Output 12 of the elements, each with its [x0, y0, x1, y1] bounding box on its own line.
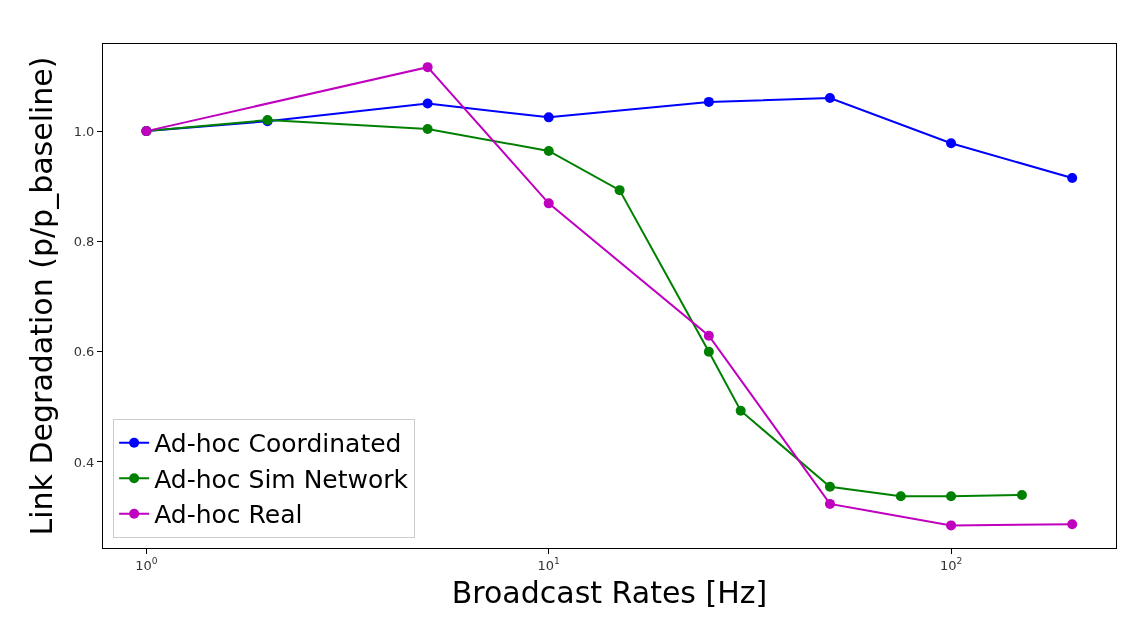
- y-tick-label: 1.0: [73, 123, 95, 139]
- y-axis-title: Link Degradation (p/p_baseline): [23, 56, 59, 536]
- y-tick-label: 0.4: [73, 454, 95, 470]
- legend-label: Ad-hoc Sim Network: [154, 464, 409, 494]
- legend-label: Ad-hoc Coordinated: [154, 429, 402, 459]
- x-axis-title: Broadcast Rates [Hz]: [451, 575, 768, 611]
- y-tick-label: 0.8: [73, 233, 95, 249]
- x-tick-label: 10$^{0}$: [135, 556, 158, 573]
- x-tick-label: 10$^{2}$: [939, 556, 963, 573]
- legend-label: Ad-hoc Real: [154, 500, 303, 530]
- y-tick-label: 0.6: [73, 344, 95, 360]
- x-tick-label: 10$^{1}$: [537, 556, 560, 573]
